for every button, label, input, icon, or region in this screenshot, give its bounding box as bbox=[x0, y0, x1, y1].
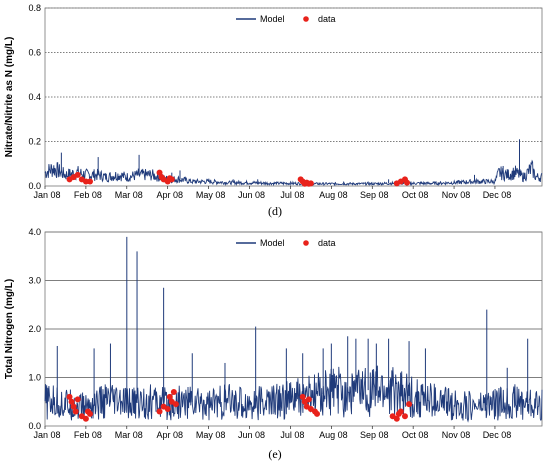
x-tick-label: Mar 08 bbox=[115, 190, 143, 200]
data-point bbox=[166, 393, 173, 400]
data-point bbox=[406, 401, 413, 408]
x-tick-label: May 08 bbox=[196, 430, 226, 440]
chart-panel-d: 0.0 0.2 0.4 0.6 0.8 Jan 08 Feb 08 Mar 08 Apr 08 M… bbox=[4, 3, 543, 218]
x-tick-label: Dec 08 bbox=[483, 430, 512, 440]
y-tick-label: 0.4 bbox=[28, 92, 41, 102]
x-tick-label: Jul 08 bbox=[280, 430, 304, 440]
data-point bbox=[401, 413, 408, 420]
y-tick-label: 0.0 bbox=[28, 421, 41, 431]
chart-panel-e: 0.0 1.0 2.0 3.0 4.0 Jan 08 Feb 08 Mar 08 Apr 08 M… bbox=[4, 227, 543, 461]
x-tick-label: Jan 08 bbox=[33, 190, 60, 200]
data-point bbox=[397, 408, 404, 415]
data-point bbox=[82, 415, 89, 422]
data-point bbox=[70, 403, 77, 410]
x-tick-label: Apr 08 bbox=[156, 430, 183, 440]
data-point bbox=[86, 178, 93, 185]
data-point bbox=[86, 410, 93, 417]
panel-caption: (e) bbox=[268, 447, 281, 461]
x-tick-label: Nov 08 bbox=[442, 190, 471, 200]
data-point bbox=[74, 171, 81, 178]
panel-caption: (d) bbox=[268, 204, 282, 218]
legend-data-swatch bbox=[303, 16, 309, 22]
x-tick-label: Apr 08 bbox=[156, 190, 183, 200]
y-tick-label: 1.0 bbox=[28, 373, 41, 383]
x-tick-label: Aug 08 bbox=[319, 190, 348, 200]
y-tick-label: 4.0 bbox=[28, 227, 41, 237]
data-point bbox=[66, 393, 73, 400]
y-axis-label: Nitrate/Nitrite as N (mg/L) bbox=[4, 37, 15, 158]
y-tick-label: 0.6 bbox=[28, 48, 41, 58]
data-point bbox=[164, 406, 171, 413]
data-point bbox=[72, 408, 79, 415]
x-tick-label: Jun 08 bbox=[238, 190, 265, 200]
legend-model-label: Model bbox=[260, 238, 285, 248]
x-tick-label: May 08 bbox=[196, 190, 226, 200]
data-point bbox=[314, 410, 321, 417]
data-point bbox=[74, 396, 81, 403]
data-point bbox=[305, 396, 312, 403]
data-point bbox=[168, 176, 175, 183]
x-tick-label: Jul 08 bbox=[280, 190, 304, 200]
y-tick-label: 0.2 bbox=[28, 137, 41, 147]
x-tick-label: Dec 08 bbox=[483, 190, 512, 200]
y-tick-label: 3.0 bbox=[28, 276, 41, 286]
model-series-line bbox=[44, 159, 543, 187]
x-tick-label: Oct 08 bbox=[402, 190, 429, 200]
data-point bbox=[299, 393, 306, 400]
y-tick-label: 0.0 bbox=[28, 181, 41, 191]
data-point bbox=[393, 415, 400, 422]
legend-data-label: data bbox=[318, 238, 336, 248]
x-tick-label: Nov 08 bbox=[442, 430, 471, 440]
legend-model-label: Model bbox=[260, 14, 285, 24]
plot-frame bbox=[44, 7, 543, 187]
x-tick-label: Sep 08 bbox=[360, 430, 389, 440]
data-point bbox=[156, 408, 163, 415]
plot-frame bbox=[44, 231, 543, 427]
x-tick-label: Feb 08 bbox=[74, 430, 102, 440]
y-axis-label: Total Nitrogen (mg/L) bbox=[4, 279, 15, 379]
x-tick-label: Sep 08 bbox=[360, 190, 389, 200]
x-tick-label: Mar 08 bbox=[115, 430, 143, 440]
y-tick-label: 0.8 bbox=[28, 3, 41, 13]
legend-data-label: data bbox=[318, 14, 336, 24]
data-point bbox=[307, 180, 314, 187]
x-tick-label: Feb 08 bbox=[74, 190, 102, 200]
data-point bbox=[172, 401, 179, 408]
y-tick-label: 2.0 bbox=[28, 324, 41, 334]
legend-data-swatch bbox=[303, 240, 309, 246]
x-tick-label: Oct 08 bbox=[402, 430, 429, 440]
data-point bbox=[68, 398, 75, 405]
model-series-line bbox=[44, 365, 543, 423]
x-tick-label: Aug 08 bbox=[319, 430, 348, 440]
x-tick-label: Jan 08 bbox=[33, 430, 60, 440]
data-point bbox=[170, 389, 177, 396]
x-tick-label: Jun 08 bbox=[238, 430, 265, 440]
data-point bbox=[404, 179, 411, 186]
